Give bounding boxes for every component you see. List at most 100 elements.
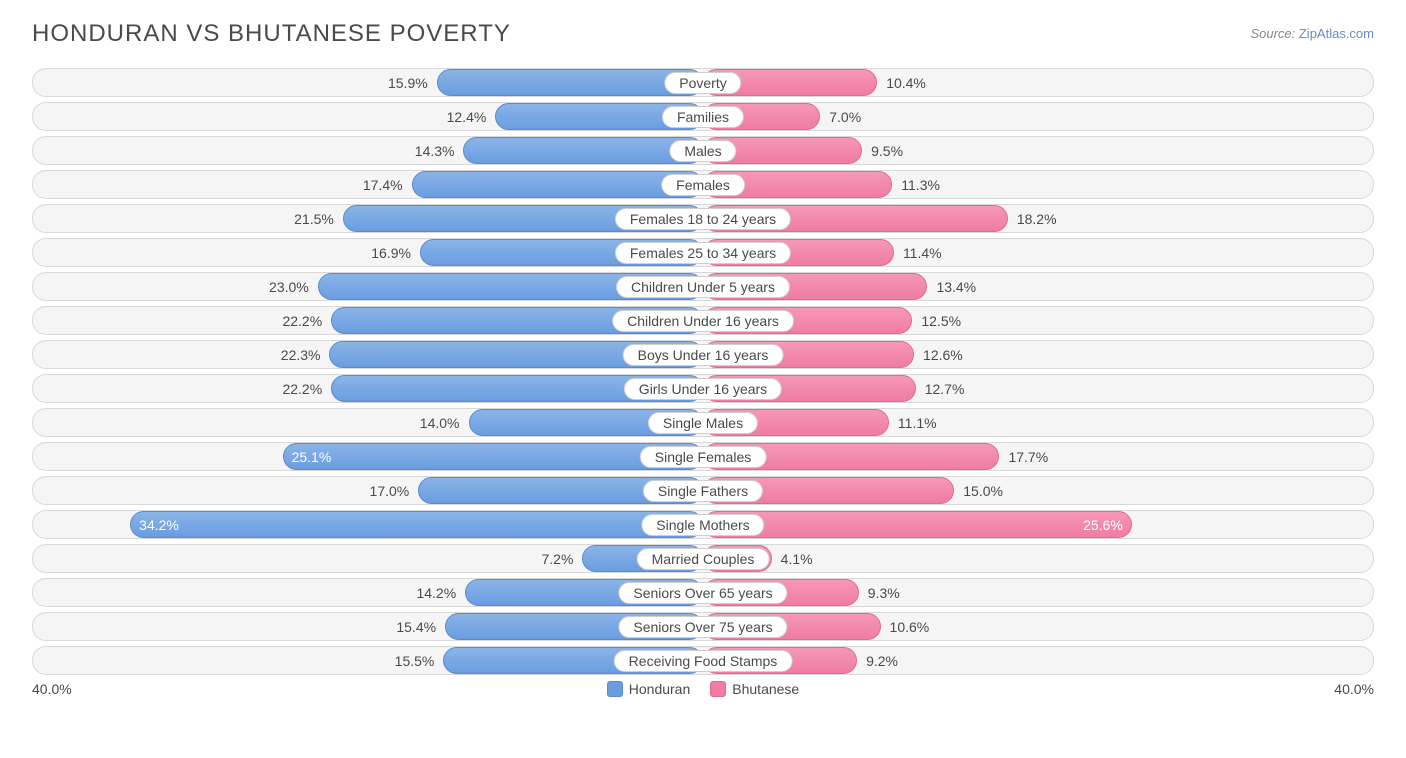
chart-row: 14.0% 11.1% Single Males (32, 408, 1374, 437)
right-half: 9.2% (703, 647, 1373, 674)
category-pill: Females (661, 174, 745, 196)
chart-row: 15.9%10.4%Poverty (32, 68, 1374, 97)
bar-honduran: 17.4% (412, 171, 703, 198)
value-label-left: 17.0% (370, 483, 420, 499)
legend-item-bhutanese: Bhutanese (710, 681, 799, 697)
left-half: 12.4% (33, 103, 703, 130)
left-half: 14.3% (33, 137, 703, 164)
value-label-right: 4.1% (771, 551, 813, 567)
right-half: 18.2% (703, 205, 1373, 232)
right-half: 7.0% (703, 103, 1373, 130)
left-half: 22.2% (33, 307, 703, 334)
category-pill: Boys Under 16 years (623, 344, 784, 366)
chart-title: HONDURAN VS BHUTANESE POVERTY (32, 20, 511, 48)
right-half: 12.5% (703, 307, 1373, 334)
chart-row: 7.2% 4.1%Married Couples (32, 544, 1374, 573)
diverging-bar-chart: 15.9%10.4%Poverty12.4%7.0%Families14.3%9… (32, 68, 1374, 675)
value-label-right: 11.4% (893, 245, 942, 261)
category-pill: Families (662, 106, 744, 128)
bar-honduran: 34.2% (130, 511, 703, 538)
right-half: 13.4% (703, 273, 1373, 300)
value-label-right: 12.7% (915, 381, 965, 397)
left-half: 34.2% (33, 511, 703, 538)
value-label-left: 21.5% (294, 211, 344, 227)
value-label-right: 7.0% (819, 109, 861, 125)
chart-row: 16.9%11.4%Females 25 to 34 years (32, 238, 1374, 267)
value-label-right: 11.3% (891, 177, 940, 193)
category-pill: Seniors Over 65 years (618, 582, 787, 604)
right-half: 15.0% (703, 477, 1373, 504)
chart-row: 14.3%9.5%Males (32, 136, 1374, 165)
category-pill: Single Fathers (643, 480, 763, 502)
left-half: 15.5% (33, 647, 703, 674)
bar-honduran: 14.3% (463, 137, 703, 164)
legend-item-honduran: Honduran (607, 681, 691, 697)
value-label-right: 15.0% (953, 483, 1003, 499)
value-label-left: 25.1% (292, 449, 332, 465)
right-half: 11.4% (703, 239, 1373, 266)
value-label-left: 15.9% (388, 75, 438, 91)
left-half: 23.0% (33, 273, 703, 300)
value-label-right: 9.3% (858, 585, 900, 601)
right-half: 17.7% (703, 443, 1373, 470)
chart-row: 34.2%25.6%Single Mothers (32, 510, 1374, 539)
right-half: 25.6% (703, 511, 1373, 538)
chart-row: 15.5% 9.2% Receiving Food Stamps (32, 646, 1374, 675)
value-label-left: 22.2% (282, 381, 332, 397)
category-pill: Children Under 16 years (612, 310, 794, 332)
category-pill: Children Under 5 years (616, 276, 790, 298)
chart-row: 14.2% 9.3% Seniors Over 65 years (32, 578, 1374, 607)
value-label-left: 7.2% (541, 551, 583, 567)
bar-bhutanese: 25.6% (703, 511, 1132, 538)
value-label-right: 12.6% (913, 347, 963, 363)
value-label-right: 18.2% (1007, 211, 1057, 227)
right-half: 4.1% (703, 545, 1373, 572)
chart-container: HONDURAN VS BHUTANESE POVERTY Source: Zi… (0, 0, 1406, 758)
value-label-left: 15.5% (395, 653, 445, 669)
value-label-left: 23.0% (269, 279, 319, 295)
chart-row: 17.4% 11.3% Females (32, 170, 1374, 199)
value-label-left: 22.2% (282, 313, 332, 329)
category-pill: Receiving Food Stamps (614, 650, 793, 672)
value-label-right: 25.6% (1083, 517, 1123, 533)
right-half: 12.7% (703, 375, 1373, 402)
category-pill: Married Couples (637, 548, 770, 570)
value-label-left: 14.2% (416, 585, 466, 601)
left-half: 17.0% (33, 477, 703, 504)
value-label-right: 17.7% (998, 449, 1048, 465)
axis-right-max: 40.0% (1334, 681, 1374, 697)
legend-swatch-pink (710, 681, 726, 697)
left-half: 15.4% (33, 613, 703, 640)
left-half: 7.2% (33, 545, 703, 572)
value-label-right: 10.6% (880, 619, 930, 635)
value-label-left: 14.0% (420, 415, 470, 431)
value-label-left: 15.4% (396, 619, 446, 635)
right-half: 9.5% (703, 137, 1373, 164)
category-pill: Single Females (640, 446, 767, 468)
left-half: 14.2% (33, 579, 703, 606)
left-half: 17.4% (33, 171, 703, 198)
category-pill: Girls Under 16 years (624, 378, 782, 400)
left-half: 16.9% (33, 239, 703, 266)
legend-label-left: Honduran (629, 681, 691, 697)
category-pill: Females 18 to 24 years (615, 208, 791, 230)
value-label-right: 11.1% (888, 415, 937, 431)
value-label-right: 9.2% (856, 653, 898, 669)
left-half: 14.0% (33, 409, 703, 436)
chart-row: 12.4% 7.0% Families (32, 102, 1374, 131)
legend-label-right: Bhutanese (732, 681, 799, 697)
chart-row: 22.2% 12.7% Girls Under 16 years (32, 374, 1374, 403)
category-pill: Single Males (648, 412, 758, 434)
category-pill: Seniors Over 75 years (618, 616, 787, 638)
value-label-left: 17.4% (363, 177, 413, 193)
chart-row: 25.1% 17.7% Single Females (32, 442, 1374, 471)
source-link[interactable]: ZipAtlas.com (1299, 26, 1374, 41)
category-pill: Males (669, 140, 736, 162)
chart-row: 22.3% 12.6% Boys Under 16 years (32, 340, 1374, 369)
value-label-left: 34.2% (139, 517, 179, 533)
chart-row: 22.2% 12.5%Children Under 16 years (32, 306, 1374, 335)
legend: Honduran Bhutanese (607, 681, 799, 697)
left-half: 22.3% (33, 341, 703, 368)
chart-row: 17.0% 15.0% Single Fathers (32, 476, 1374, 505)
value-label-left: 22.3% (281, 347, 331, 363)
